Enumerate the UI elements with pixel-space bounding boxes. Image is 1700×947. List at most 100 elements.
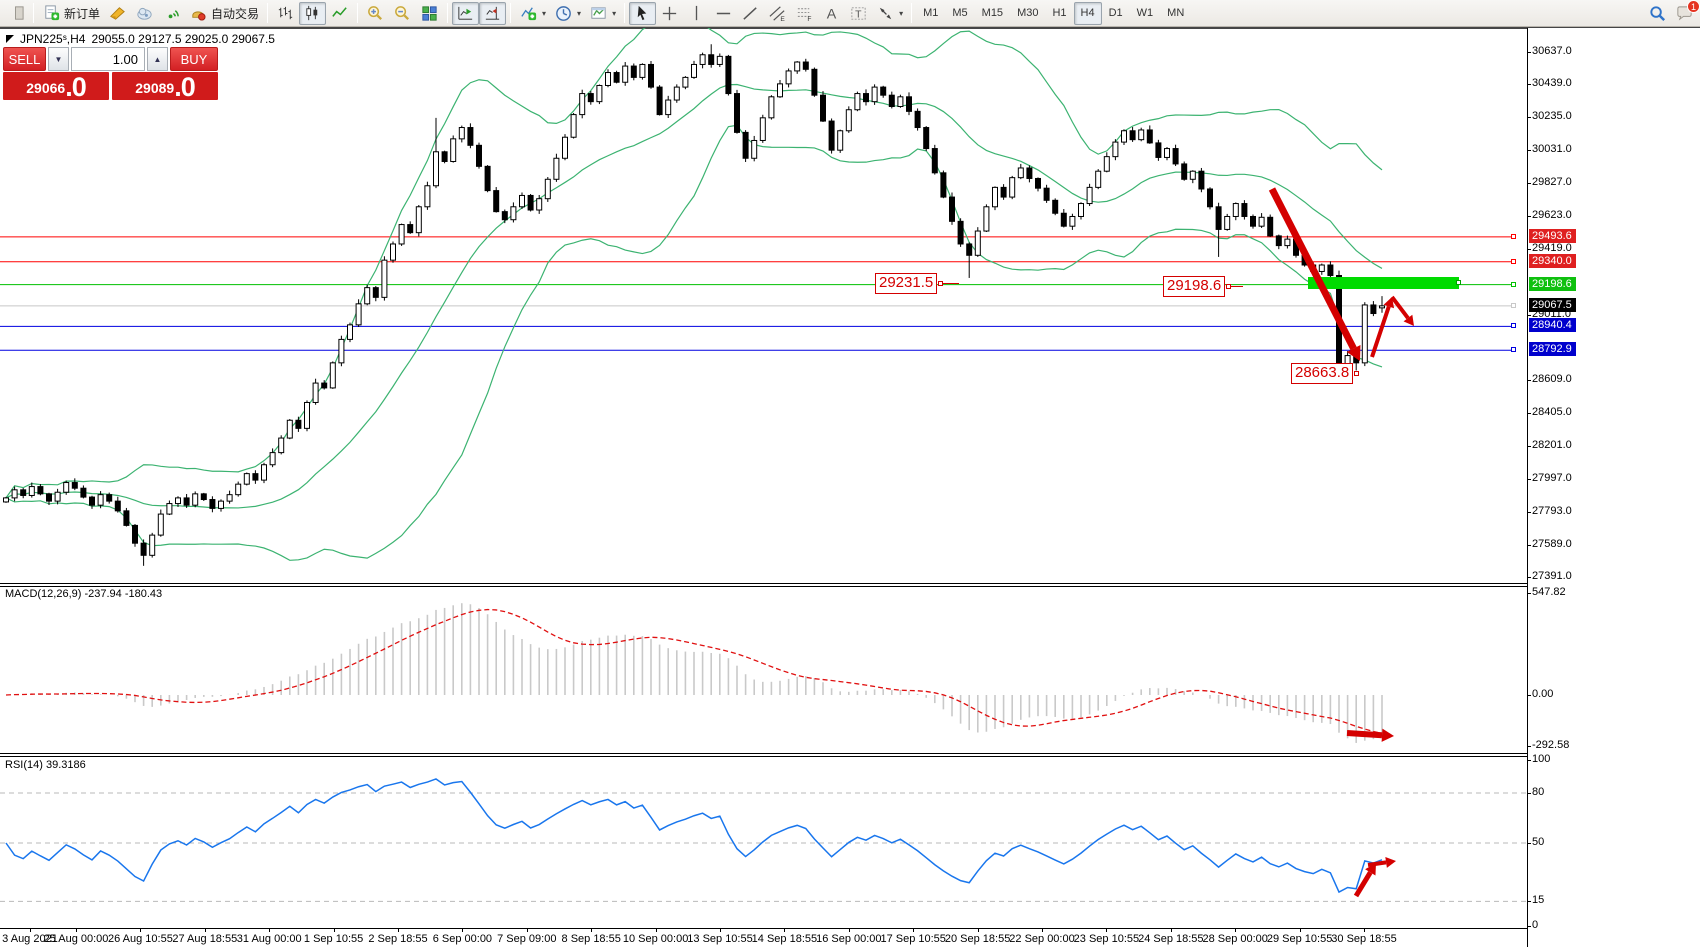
- gold-icon: [108, 4, 127, 23]
- indicators-button[interactable]: ▾: [515, 2, 550, 25]
- pane-splitter-macd[interactable]: [0, 583, 1527, 587]
- cursor-button[interactable]: [629, 1, 657, 25]
- price-note-label: 29198.6: [1163, 276, 1226, 297]
- zoom-in-button[interactable]: [362, 2, 389, 25]
- label-button[interactable]: T: [845, 2, 872, 25]
- buy-price-panel[interactable]: 29089 .0: [112, 72, 218, 101]
- price-note-label: 29231.5: [875, 273, 938, 294]
- level-line-handle: [1511, 281, 1516, 287]
- time-axis-tick: [30, 928, 31, 932]
- price-axis-tick: 27997.0: [1527, 471, 1572, 484]
- price-chart-pane[interactable]: [0, 28, 1527, 583]
- tf-h1[interactable]: H1: [1052, 7, 1067, 19]
- macd-label: MACD(12,26,9) -237.94 -180.43: [5, 588, 163, 600]
- trend-icon: [741, 4, 760, 23]
- vline-icon: [687, 4, 706, 23]
- vertical-line-button[interactable]: [683, 2, 710, 25]
- horizontal-line-button[interactable]: [710, 2, 737, 25]
- bar-chart-button[interactable]: [272, 2, 299, 25]
- tf-m5[interactable]: M5: [952, 7, 968, 19]
- line-chart-button[interactable]: [326, 2, 353, 25]
- sell-price-panel[interactable]: 29066 .0: [3, 72, 109, 102]
- volume-input[interactable]: [71, 47, 145, 71]
- chart-shift-button[interactable]: [479, 1, 507, 25]
- svg-text:F: F: [807, 16, 811, 23]
- indplus-icon: [519, 4, 538, 23]
- pane-splitter-rsi[interactable]: [0, 753, 1527, 757]
- price-axis-tick: 28201.0: [1527, 438, 1572, 451]
- price-level-badge: 29493.6: [1529, 228, 1576, 243]
- channel-button[interactable]: E: [764, 2, 791, 25]
- clipped-left-icon: [2, 2, 29, 25]
- auto-scroll-button[interactable]: [452, 1, 480, 25]
- svg-text:T: T: [855, 9, 862, 20]
- new-order-button[interactable]: 新订单: [38, 2, 104, 25]
- community-button[interactable]: [131, 2, 158, 25]
- fibo-icon: F: [795, 4, 814, 23]
- time-axis-label: 24 Sep 18:55: [1138, 933, 1204, 945]
- templates-button[interactable]: ▾: [585, 2, 620, 25]
- tf-m15[interactable]: M15: [981, 7, 1004, 19]
- toolbar-separator: [357, 3, 359, 23]
- price-axis-tick: 27589.0: [1527, 537, 1572, 550]
- tf-m1[interactable]: M1: [923, 7, 939, 19]
- rsi-label: RSI(14) 39.3186: [5, 759, 86, 771]
- sell-button[interactable]: SELL: [3, 47, 46, 71]
- time-axis[interactable]: 3 Aug 2021 25 Aug 00:00 26 Aug 10:55 27 Aug…: [0, 928, 1527, 947]
- candles-icon: [303, 4, 322, 23]
- crosshair-button[interactable]: [656, 2, 683, 25]
- volume-increase-button[interactable]: ▲: [147, 47, 168, 71]
- autotrade-icon: [189, 4, 208, 23]
- buy-price: 29089: [135, 80, 175, 96]
- tf-mn[interactable]: MN: [1167, 7, 1185, 19]
- time-axis-tick: [977, 928, 979, 932]
- zoomin-icon: [366, 4, 385, 23]
- fibonacci-button[interactable]: F: [791, 2, 818, 25]
- time-axis-label: 1 Sep 10:55: [303, 933, 364, 945]
- time-axis-tick: [1299, 928, 1301, 932]
- price-note-handle: [938, 281, 943, 286]
- notifications-button[interactable]: 1: [1671, 0, 1700, 25]
- price-axis[interactable]: 30637.0 30439.0 30235.0 30031.0 29827.0 29623…: [1526, 28, 1700, 947]
- time-axis-label: 27 Aug 18:55: [172, 933, 238, 945]
- tf-w1[interactable]: W1: [1136, 7, 1154, 19]
- periods-button[interactable]: ▾: [550, 2, 585, 25]
- search-button[interactable]: [1644, 2, 1671, 25]
- charts-window-button[interactable]: [104, 2, 131, 25]
- autotrade-button[interactable]: 自动交易: [185, 2, 263, 25]
- tf-m30[interactable]: M30: [1017, 7, 1039, 19]
- candle-chart-button[interactable]: [299, 1, 327, 25]
- tf-h4[interactable]: H4: [1073, 1, 1102, 25]
- price-axis-tick: 30637.0: [1527, 45, 1572, 57]
- tf-d1[interactable]: D1: [1108, 7, 1123, 19]
- tile-windows-button[interactable]: [416, 2, 443, 25]
- time-axis-tick: [655, 928, 657, 932]
- macd-axis-tick: 0.00: [1526, 688, 1554, 700]
- zoom-out-button[interactable]: [389, 2, 416, 25]
- volume-decrease-button[interactable]: ▼: [48, 47, 69, 71]
- rsi-axis-tick: 50: [1526, 836, 1545, 848]
- rsi-pane[interactable]: [0, 757, 1527, 928]
- chat-icon: 1: [1675, 0, 1700, 23]
- macd-pane[interactable]: [0, 587, 1527, 753]
- time-axis-tick: [398, 928, 399, 932]
- level-line-handle: [1511, 302, 1516, 308]
- sell-price-pips: .0: [65, 72, 87, 102]
- signal-icon: [162, 4, 181, 23]
- time-axis-tick: [76, 928, 77, 932]
- sell-price: 29066: [26, 80, 66, 96]
- price-axis-tick: 30235.0: [1527, 110, 1572, 123]
- price-axis-tick: 27391.0: [1527, 569, 1572, 582]
- time-axis-label: 23 Sep 10:55: [1073, 933, 1140, 945]
- level-line-handle: [1511, 347, 1516, 353]
- text-button[interactable]: A: [818, 2, 845, 25]
- signals-button[interactable]: [158, 2, 185, 25]
- toolbar-separator: [624, 3, 626, 23]
- cursor-icon: [633, 4, 652, 23]
- price-level-badge: 29198.6: [1529, 276, 1576, 291]
- rsi-axis-tick: 0: [1526, 919, 1539, 932]
- arrows-button[interactable]: ▾: [872, 2, 907, 25]
- buy-button[interactable]: BUY: [170, 47, 218, 71]
- trendline-button[interactable]: [737, 2, 764, 25]
